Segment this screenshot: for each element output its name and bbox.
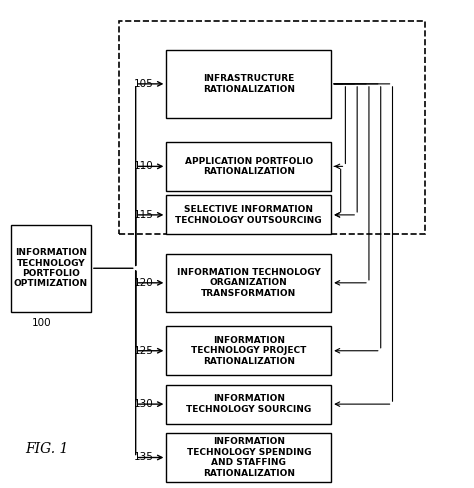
Text: 100: 100 bbox=[32, 319, 52, 328]
Text: 130: 130 bbox=[133, 399, 153, 409]
Text: APPLICATION PORTFOLIO
RATIONALIZATION: APPLICATION PORTFOLIO RATIONALIZATION bbox=[185, 157, 313, 176]
FancyBboxPatch shape bbox=[166, 385, 331, 424]
Text: FIG. 1: FIG. 1 bbox=[25, 442, 68, 456]
Text: 105: 105 bbox=[133, 79, 153, 89]
FancyBboxPatch shape bbox=[166, 50, 331, 118]
Text: 110: 110 bbox=[133, 162, 153, 171]
Text: 120: 120 bbox=[133, 278, 153, 288]
FancyBboxPatch shape bbox=[11, 224, 91, 312]
Text: INFRASTRUCTURE
RATIONALIZATION: INFRASTRUCTURE RATIONALIZATION bbox=[203, 74, 295, 94]
FancyBboxPatch shape bbox=[166, 326, 331, 375]
Text: 125: 125 bbox=[133, 346, 153, 356]
FancyBboxPatch shape bbox=[166, 196, 331, 234]
Text: 115: 115 bbox=[133, 210, 153, 220]
FancyBboxPatch shape bbox=[166, 142, 331, 191]
Text: INFORMATION TECHNOLOGY
ORGANIZATION
TRANSFORMATION: INFORMATION TECHNOLOGY ORGANIZATION TRAN… bbox=[177, 268, 320, 298]
Text: INFORMATION
TECHNOLOGY PROJECT
RATIONALIZATION: INFORMATION TECHNOLOGY PROJECT RATIONALI… bbox=[191, 336, 307, 366]
FancyBboxPatch shape bbox=[166, 254, 331, 312]
Text: INFORMATION
TECHNOLOGY
PORTFOLIO
OPTIMIZATION: INFORMATION TECHNOLOGY PORTFOLIO OPTIMIZ… bbox=[14, 248, 88, 288]
FancyBboxPatch shape bbox=[166, 433, 331, 482]
Text: INFORMATION
TECHNOLOGY SOURCING: INFORMATION TECHNOLOGY SOURCING bbox=[186, 394, 311, 414]
Text: 135: 135 bbox=[133, 452, 153, 463]
Text: INFORMATION
TECHNOLOGY SPENDING
AND STAFFING
RATIONALIZATION: INFORMATION TECHNOLOGY SPENDING AND STAF… bbox=[187, 437, 311, 478]
Text: SELECTIVE INFORMATION
TECHNOLOGY OUTSOURCING: SELECTIVE INFORMATION TECHNOLOGY OUTSOUR… bbox=[175, 205, 322, 224]
